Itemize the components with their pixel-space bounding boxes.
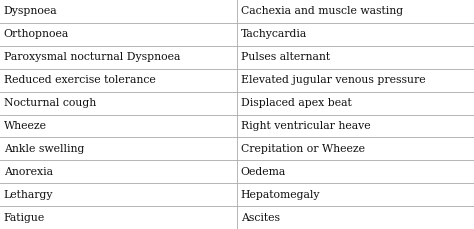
- Text: Elevated jugular venous pressure: Elevated jugular venous pressure: [241, 75, 426, 85]
- Text: Right ventricular heave: Right ventricular heave: [241, 121, 370, 131]
- Text: Ankle swelling: Ankle swelling: [4, 144, 84, 154]
- Text: Wheeze: Wheeze: [4, 121, 47, 131]
- Text: Crepitation or Wheeze: Crepitation or Wheeze: [241, 144, 365, 154]
- Text: Reduced exercise tolerance: Reduced exercise tolerance: [4, 75, 155, 85]
- Text: Hepatomegaly: Hepatomegaly: [241, 190, 320, 200]
- Text: Oedema: Oedema: [241, 167, 286, 177]
- Text: Pulses alternant: Pulses alternant: [241, 52, 330, 62]
- Text: Paroxysmal nocturnal Dyspnoea: Paroxysmal nocturnal Dyspnoea: [4, 52, 180, 62]
- Text: Ascites: Ascites: [241, 213, 280, 223]
- Text: Fatigue: Fatigue: [4, 213, 45, 223]
- Text: Displaced apex beat: Displaced apex beat: [241, 98, 352, 108]
- Text: Nocturnal cough: Nocturnal cough: [4, 98, 96, 108]
- Text: Cachexia and muscle wasting: Cachexia and muscle wasting: [241, 6, 403, 16]
- Text: Orthopnoea: Orthopnoea: [4, 29, 69, 39]
- Text: Dyspnoea: Dyspnoea: [4, 6, 57, 16]
- Text: Tachycardia: Tachycardia: [241, 29, 307, 39]
- Text: Lethargy: Lethargy: [4, 190, 53, 200]
- Text: Anorexia: Anorexia: [4, 167, 53, 177]
